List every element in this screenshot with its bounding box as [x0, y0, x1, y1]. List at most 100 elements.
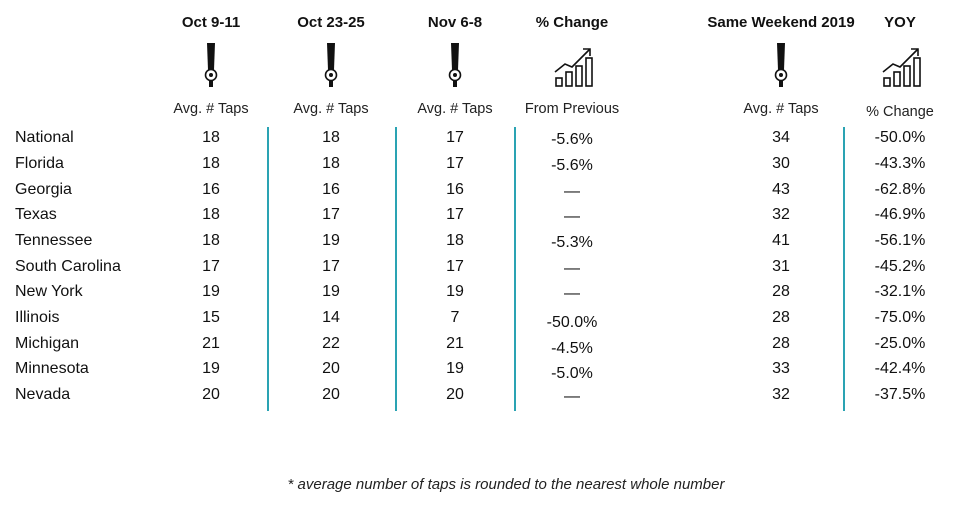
table-cell: —	[564, 208, 580, 225]
table-cell: -75.0%	[874, 309, 926, 326]
table-cell: 7	[450, 309, 460, 326]
row-label: National	[15, 129, 74, 146]
table-cell: -56.1%	[874, 232, 926, 249]
footnote: * average number of taps is rounded to t…	[287, 476, 725, 493]
table-cell: 19	[446, 360, 464, 377]
table-cell: —	[564, 183, 580, 200]
table-cell: -4.5%	[551, 340, 593, 357]
table-cell: 17	[446, 206, 464, 223]
beer-tap-icon	[446, 42, 464, 93]
table-cell: 19	[202, 360, 220, 377]
table-cell: 20	[322, 360, 340, 377]
row-label: New York	[15, 283, 83, 300]
table-cell: -25.0%	[874, 335, 926, 352]
table-cell: 21	[446, 335, 464, 352]
table-cell: -45.2%	[874, 258, 926, 275]
column-title: Nov 6-8	[427, 14, 483, 31]
table-cell: 22	[322, 335, 340, 352]
growth-chart-icon	[880, 44, 924, 93]
table-cell: 28	[772, 283, 790, 300]
row-label: Florida	[15, 155, 64, 172]
table-cell: 17	[202, 258, 220, 275]
table-cell: 43	[772, 181, 790, 198]
table-cell: 15	[202, 309, 220, 326]
row-label: Michigan	[15, 335, 80, 352]
column-title: Oct 23-25	[297, 14, 365, 31]
table-cell: 17	[322, 258, 340, 275]
table-cell: -62.8%	[874, 181, 926, 198]
table-cell: 32	[772, 206, 790, 223]
table-cell: 28	[772, 335, 790, 352]
row-label: Nevada	[15, 386, 71, 403]
column-title: Same Weekend 2019	[707, 14, 855, 31]
beer-tap-icon	[322, 42, 340, 93]
column-divider	[843, 127, 845, 411]
table-cell: 31	[772, 258, 790, 275]
column-title: % Change	[535, 14, 609, 31]
table-cell: 17	[322, 206, 340, 223]
row-label: Georgia	[15, 181, 72, 198]
column-subtitle: % Change	[866, 104, 934, 120]
column-subtitle: Avg. # Taps	[743, 101, 819, 117]
column-divider	[395, 127, 397, 411]
table-cell: -42.4%	[874, 360, 926, 377]
table-cell: 33	[772, 360, 790, 377]
column-subtitle: Avg. # Taps	[173, 101, 249, 117]
table-cell: 18	[202, 232, 220, 249]
row-label: Minnesota	[15, 360, 89, 377]
table-cell: -50.0%	[546, 314, 598, 331]
column-subtitle: Avg. # Taps	[417, 101, 493, 117]
table-cell: -43.3%	[874, 155, 926, 172]
table-cell: -50.0%	[874, 129, 926, 146]
column-title: Oct 9-11	[181, 14, 241, 31]
table-cell: 19	[446, 283, 464, 300]
growth-chart-icon	[552, 44, 596, 93]
beer-tap-icon	[202, 42, 220, 93]
table-cell: —	[564, 388, 580, 405]
table-cell: 18	[322, 155, 340, 172]
table-cell: 17	[446, 129, 464, 146]
table-cell: 32	[772, 386, 790, 403]
row-label: Tennessee	[15, 232, 93, 249]
table-cell: -5.0%	[551, 365, 593, 382]
table-cell: 41	[772, 232, 790, 249]
table-cell: 20	[202, 386, 220, 403]
table-cell: 14	[322, 309, 340, 326]
column-divider	[267, 127, 269, 411]
table-cell: —	[564, 260, 580, 277]
table-cell: 17	[446, 155, 464, 172]
table-cell: 18	[446, 232, 464, 249]
table-cell: 20	[322, 386, 340, 403]
table-cell: 19	[322, 232, 340, 249]
table-cell: 17	[446, 258, 464, 275]
table-cell: -32.1%	[874, 283, 926, 300]
table-cell: 16	[202, 181, 220, 198]
table-cell: 28	[772, 309, 790, 326]
table-cell: 34	[772, 129, 790, 146]
row-label: Illinois	[15, 309, 60, 326]
table-cell: 16	[446, 181, 464, 198]
column-title: YOY	[884, 14, 916, 31]
table-cell: -37.5%	[874, 386, 926, 403]
table-cell: -5.6%	[551, 157, 593, 174]
table-cell: 18	[202, 129, 220, 146]
beer-tap-icon	[772, 42, 790, 93]
column-subtitle: From Previous	[524, 101, 620, 117]
table-cell: 20	[446, 386, 464, 403]
table-cell: —	[564, 285, 580, 302]
table-cell: 18	[322, 129, 340, 146]
table-cell: 30	[772, 155, 790, 172]
table-cell: 21	[202, 335, 220, 352]
table-cell: 19	[202, 283, 220, 300]
table-cell: 18	[202, 206, 220, 223]
column-subtitle: Avg. # Taps	[293, 101, 369, 117]
table-cell: 18	[202, 155, 220, 172]
table-cell: 16	[322, 181, 340, 198]
table-cell: 19	[322, 283, 340, 300]
table-cell: -5.6%	[551, 131, 593, 148]
row-label: South Carolina	[15, 258, 121, 275]
table-cell: -46.9%	[874, 206, 926, 223]
row-label: Texas	[15, 206, 57, 223]
column-divider	[514, 127, 516, 411]
